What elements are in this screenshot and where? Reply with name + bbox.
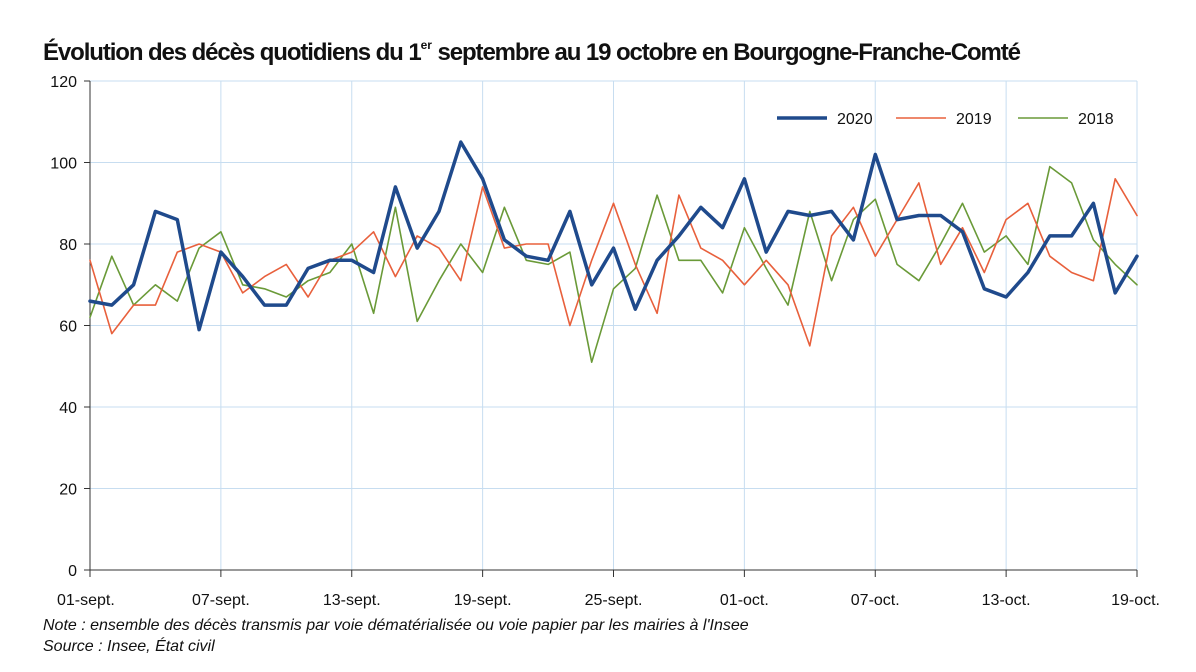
legend: 2020 2019 2018 bbox=[777, 111, 1114, 128]
y-tick-label: 40 bbox=[59, 400, 77, 417]
x-tick-label: 25-sept. bbox=[585, 592, 643, 609]
note-text: Note : ensemble des décès transmis par v… bbox=[43, 617, 749, 634]
x-tick-label: 07-sept. bbox=[192, 592, 250, 609]
y-tick-label: 80 bbox=[59, 237, 77, 254]
x-tick-label: 01-sept. bbox=[57, 592, 115, 609]
legend-label-2018: 2018 bbox=[1078, 111, 1114, 128]
y-tick-label: 100 bbox=[50, 156, 77, 173]
y-tick-label: 120 bbox=[50, 74, 77, 91]
series-lines bbox=[88, 140, 1139, 364]
series-line-2020 bbox=[88, 140, 1139, 332]
x-tick-label: 19-oct. bbox=[1111, 592, 1160, 609]
gridlines bbox=[89, 80, 1138, 570]
series-line-2019 bbox=[89, 178, 1138, 347]
chart-notes: Note : ensemble des décès transmis par v… bbox=[43, 615, 749, 657]
axes: 0 20 40 60 80 100 120 01-sept. 07-sept. 13-sept. 1… bbox=[50, 74, 1160, 609]
source-text: Source : Insee, État civil bbox=[43, 638, 215, 655]
y-tick-label: 60 bbox=[59, 319, 77, 336]
legend-label-2020: 2020 bbox=[837, 111, 873, 128]
x-tick-label: 13-sept. bbox=[323, 592, 381, 609]
legend-label-2019: 2019 bbox=[956, 111, 992, 128]
x-tick-label: 19-sept. bbox=[454, 592, 512, 609]
series-line-2018 bbox=[89, 165, 1138, 364]
y-tick-label: 0 bbox=[68, 563, 77, 580]
x-tick-label: 13-oct. bbox=[982, 592, 1031, 609]
chart-title: Évolution des décès quotidiens du 1er se… bbox=[43, 38, 1021, 66]
x-tick-label: 07-oct. bbox=[851, 592, 900, 609]
x-tick-label: 01-oct. bbox=[720, 592, 769, 609]
y-tick-label: 20 bbox=[59, 482, 77, 499]
